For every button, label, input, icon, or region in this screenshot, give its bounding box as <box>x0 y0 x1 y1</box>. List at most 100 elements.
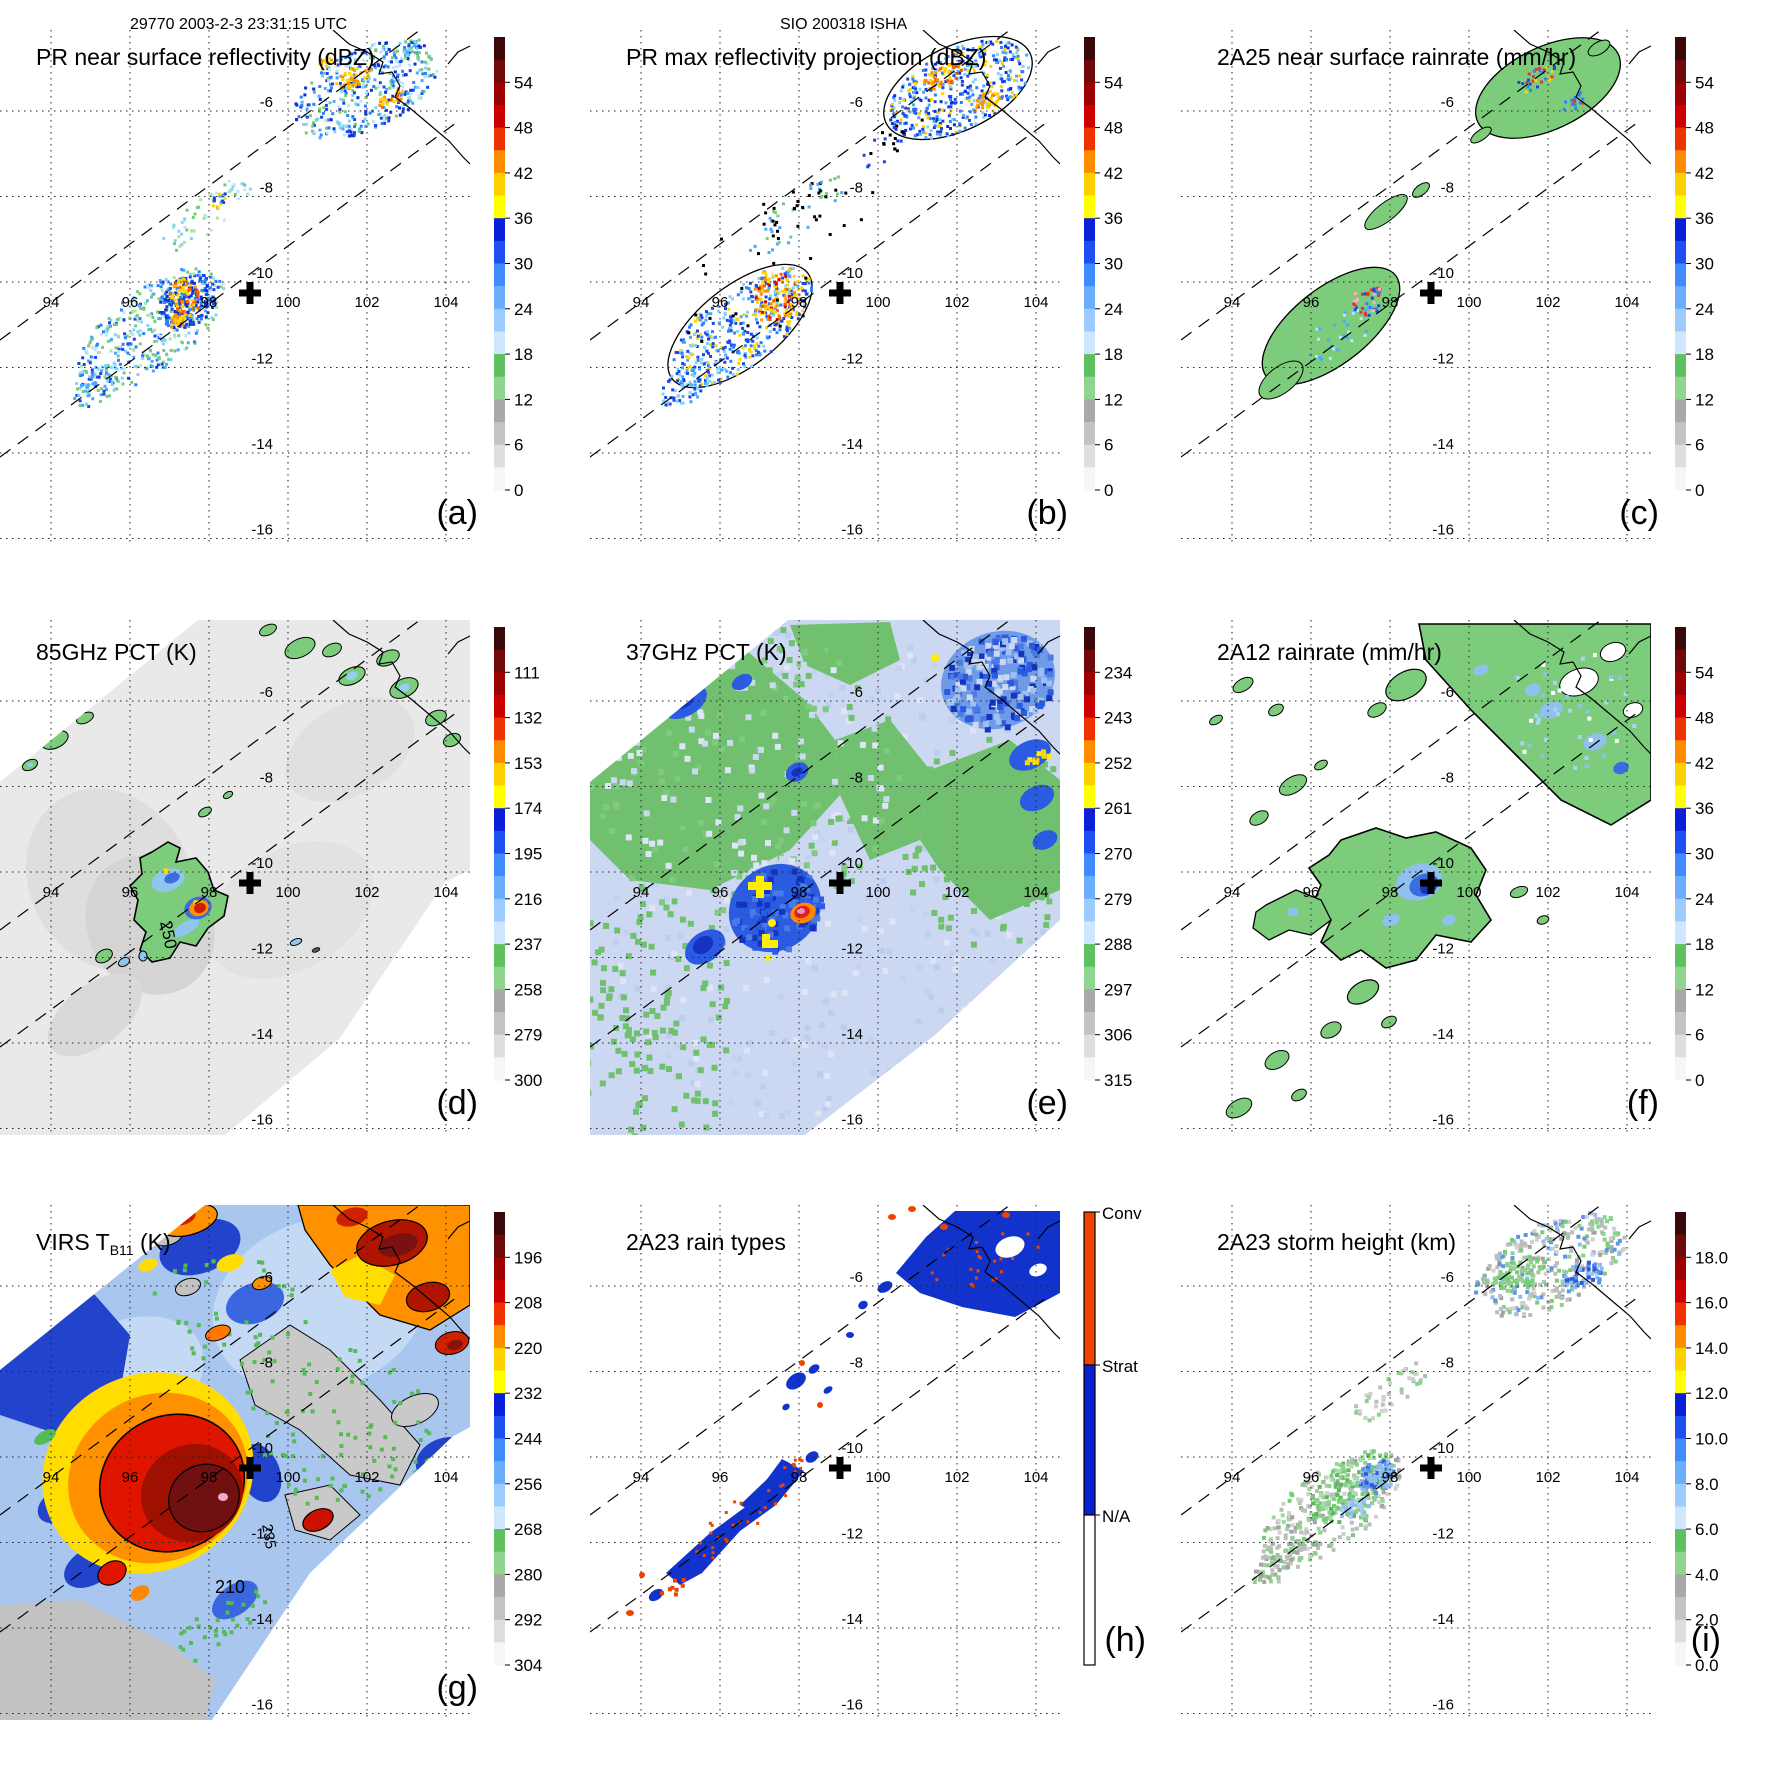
svg-text:96: 96 <box>1303 884 1320 901</box>
svg-text:243: 243 <box>1104 709 1132 728</box>
svg-text:96: 96 <box>712 294 729 311</box>
svg-text:-16: -16 <box>841 522 863 539</box>
svg-text:12: 12 <box>1695 390 1714 409</box>
svg-text:104: 104 <box>433 1469 458 1486</box>
svg-text:279: 279 <box>1104 890 1132 909</box>
svg-text:-14: -14 <box>841 1611 863 1628</box>
svg-text:-6: -6 <box>260 1269 273 1286</box>
cyclone-center-marker <box>829 1457 851 1479</box>
svg-text:0: 0 <box>514 481 523 500</box>
svg-text:196: 196 <box>514 1248 542 1267</box>
svg-text:-8: -8 <box>850 180 863 197</box>
svg-text:104: 104 <box>1614 884 1639 901</box>
svg-text:N/A: N/A <box>1102 1507 1131 1526</box>
svg-text:54: 54 <box>514 73 533 92</box>
map-area <box>1181 620 1651 1122</box>
swath-edge-line <box>590 1295 1050 1632</box>
svg-text:234: 234 <box>1104 663 1132 682</box>
svg-text:30: 30 <box>1695 845 1714 864</box>
svg-text:98: 98 <box>1382 294 1399 311</box>
svg-text:98: 98 <box>791 1469 808 1486</box>
svg-text:36: 36 <box>1695 209 1714 228</box>
svg-text:-12: -12 <box>251 1526 273 1543</box>
svg-text:102: 102 <box>944 294 969 311</box>
svg-text:0: 0 <box>1695 481 1704 500</box>
svg-text:-6: -6 <box>260 684 273 701</box>
svg-text:102: 102 <box>944 1469 969 1486</box>
svg-text:256: 256 <box>514 1475 542 1494</box>
svg-text:48: 48 <box>1695 119 1714 138</box>
svg-text:210: 210 <box>215 1577 245 1597</box>
svg-text:-16: -16 <box>841 1112 863 1129</box>
svg-text:24: 24 <box>514 300 533 319</box>
svg-text:-14: -14 <box>841 436 863 453</box>
svg-text:-16: -16 <box>251 522 273 539</box>
coastline <box>1514 1205 1651 1339</box>
svg-text:-6: -6 <box>1441 94 1454 111</box>
svg-text:-14: -14 <box>1432 436 1454 453</box>
svg-text:304: 304 <box>514 1656 542 1675</box>
panel-title: 2A23 rain types <box>626 1229 786 1255</box>
svg-text:-6: -6 <box>1441 684 1454 701</box>
svg-text:300: 300 <box>514 1071 542 1090</box>
map-area <box>1181 17 1651 457</box>
svg-text:-14: -14 <box>1432 1026 1454 1043</box>
svg-text:42: 42 <box>1695 754 1714 773</box>
svg-text:102: 102 <box>1535 884 1560 901</box>
svg-text:98: 98 <box>791 294 808 311</box>
svg-text:100: 100 <box>275 1469 300 1486</box>
svg-text:94: 94 <box>1224 294 1241 311</box>
svg-text:111: 111 <box>514 663 540 682</box>
svg-text:-12: -12 <box>1432 351 1454 368</box>
svg-text:232: 232 <box>514 1384 542 1403</box>
cyclone-center-marker <box>1420 282 1442 304</box>
svg-text:94: 94 <box>43 884 60 901</box>
svg-text:100: 100 <box>1456 294 1481 311</box>
svg-text:18: 18 <box>1104 345 1123 364</box>
svg-text:-14: -14 <box>251 436 273 453</box>
svg-text:54: 54 <box>1695 73 1714 92</box>
svg-text:-8: -8 <box>260 770 273 787</box>
panel-title: 2A25 near surface rainrate (mm/hr) <box>1217 44 1576 70</box>
svg-text:94: 94 <box>633 294 650 311</box>
svg-text:-8: -8 <box>1441 770 1454 787</box>
coastline-2 <box>1038 46 1060 64</box>
svg-text:-14: -14 <box>251 1026 273 1043</box>
svg-text:-10: -10 <box>1432 265 1454 282</box>
svg-text:0: 0 <box>1104 481 1113 500</box>
panel-letter: (e) <box>1026 1084 1068 1122</box>
svg-text:306: 306 <box>1104 1026 1132 1045</box>
svg-text:-14: -14 <box>251 1611 273 1628</box>
svg-text:48: 48 <box>1104 119 1123 138</box>
svg-text:-8: -8 <box>850 770 863 787</box>
svg-text:-12: -12 <box>841 1526 863 1543</box>
svg-text:Conv: Conv <box>1102 1204 1142 1223</box>
svg-text:297: 297 <box>1104 980 1132 999</box>
svg-text:-16: -16 <box>251 1112 273 1129</box>
cyclone-center-marker <box>1420 1457 1442 1479</box>
coastline-2 <box>448 46 470 64</box>
svg-text:48: 48 <box>514 119 533 138</box>
cyclone-center-marker <box>829 282 851 304</box>
svg-text:48: 48 <box>1695 709 1714 728</box>
svg-text:98: 98 <box>201 294 218 311</box>
svg-text:104: 104 <box>1023 294 1048 311</box>
svg-text:0: 0 <box>1695 1071 1704 1090</box>
svg-text:96: 96 <box>122 884 139 901</box>
svg-text:270: 270 <box>1104 845 1132 864</box>
svg-text:94: 94 <box>43 294 60 311</box>
svg-text:96: 96 <box>122 294 139 311</box>
svg-text:42: 42 <box>1695 164 1714 183</box>
